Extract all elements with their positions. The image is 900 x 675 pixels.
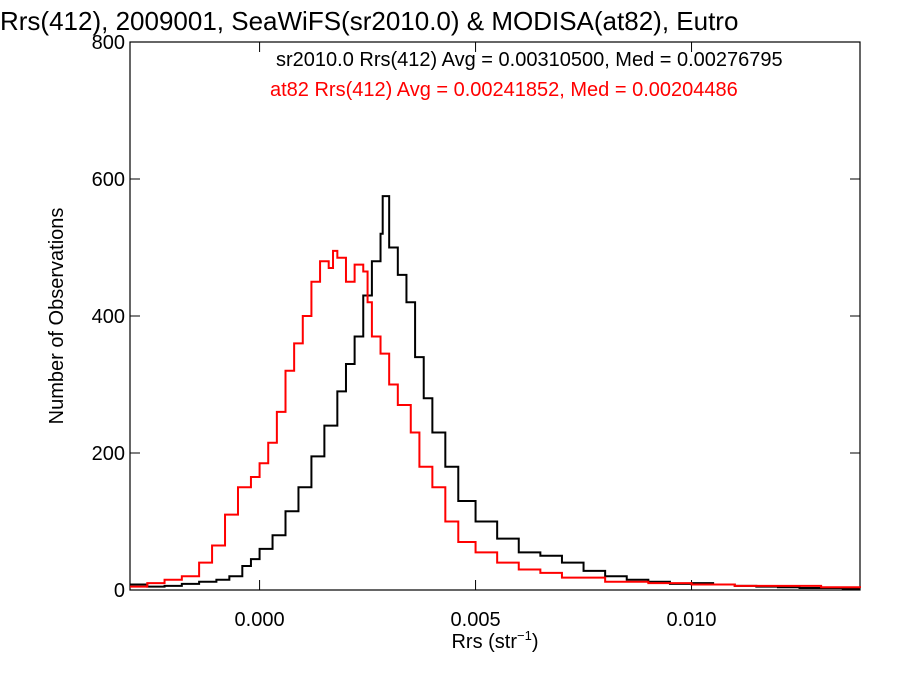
x-tick-label: 0.000 <box>235 609 285 631</box>
x-tick-label: 0.005 <box>451 609 501 631</box>
x-tick-label: 0.010 <box>667 609 717 631</box>
legend: sr2010.0 Rrs(412) Avg = 0.00310500, Med … <box>270 49 783 101</box>
y-tick-label: 200 <box>92 443 125 465</box>
series-layer <box>130 195 861 590</box>
y-tick-label: 800 <box>92 32 125 54</box>
plot-frame <box>129 41 861 591</box>
series-line-at82 <box>130 249 861 589</box>
chart-title: Rrs(412), 2009001, SeaWiFS(sr2010.0) & M… <box>0 6 738 36</box>
y-axis-ticks: 0 200 400 600 800 <box>92 32 860 602</box>
x-axis-label-superscript: −1 <box>517 628 532 643</box>
x-axis-label: Rrs (str−1) <box>451 628 538 653</box>
x-axis-ticks: 0.000 0.005 0.010 <box>235 42 717 631</box>
series-line-sr2010-0 <box>130 195 860 590</box>
plot-area-border <box>129 41 861 591</box>
legend-entry-sr2010: sr2010.0 Rrs(412) Avg = 0.00310500, Med … <box>276 49 783 71</box>
x-axis-label-main: Rrs (str <box>451 631 517 653</box>
x-axis-label-close: ) <box>532 631 539 653</box>
legend-entry-at82: at82 Rrs(412) Avg = 0.00241852, Med = 0.… <box>270 79 738 101</box>
y-tick-label: 0 <box>114 580 125 602</box>
y-tick-label: 400 <box>92 306 125 328</box>
y-tick-label: 600 <box>92 169 125 191</box>
y-axis-label: Number of Observations <box>46 208 68 425</box>
